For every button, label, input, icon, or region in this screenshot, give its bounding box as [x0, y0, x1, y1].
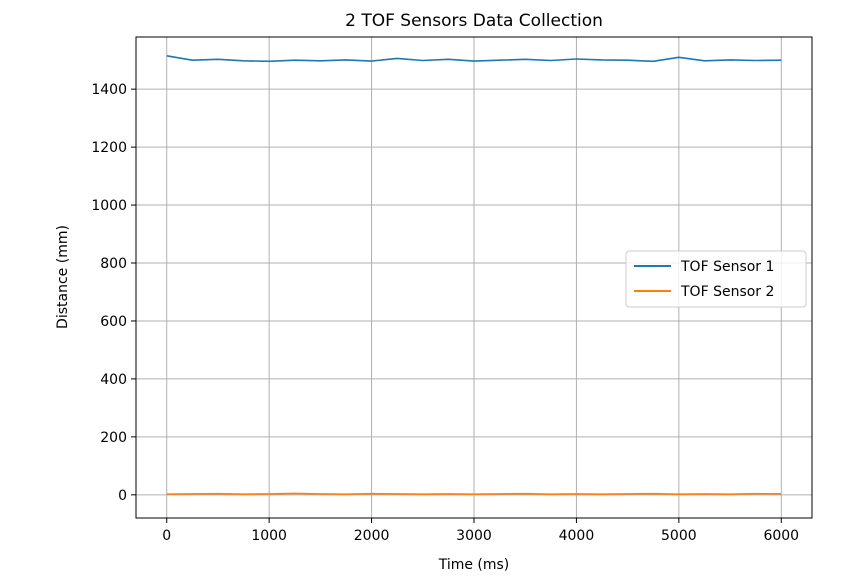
y-tick-label: 1000	[91, 198, 127, 214]
y-axis-title: Distance (mm)	[55, 225, 71, 329]
x-tick-label: 5000	[661, 528, 697, 544]
x-tick-label: 2000	[354, 528, 390, 544]
y-tick-label: 1200	[91, 140, 127, 156]
series-line-2	[166, 492, 782, 496]
x-axis-title: Time (ms)	[438, 557, 510, 573]
y-axis: 0 200 400 600 800 1000 1200 1400	[91, 82, 136, 504]
y-tick-label: 0	[118, 488, 127, 504]
y-tick-label: 800	[100, 256, 127, 272]
x-axis: 0 1000 2000 3000 4000 5000 6000	[162, 518, 799, 544]
x-tick-label: 1000	[251, 528, 287, 544]
chart-title: 2 TOF Sensors Data Collection	[345, 11, 603, 31]
legend: TOF Sensor 1 TOF Sensor 2	[625, 250, 807, 308]
y-tick-label: 200	[100, 430, 127, 446]
legend-label-2: TOF Sensor 2	[680, 284, 774, 300]
x-tick-label: 0	[162, 528, 171, 544]
x-tick-label: 4000	[559, 528, 595, 544]
y-tick-label: 400	[100, 372, 127, 388]
legend-label-1: TOF Sensor 1	[680, 259, 774, 275]
y-tick-label: 1400	[91, 82, 127, 98]
x-tick-label: 6000	[763, 528, 799, 544]
series-lines	[166, 55, 782, 496]
series-line-1	[166, 55, 782, 63]
x-tick-label: 3000	[456, 528, 492, 544]
y-tick-label: 600	[100, 314, 127, 330]
